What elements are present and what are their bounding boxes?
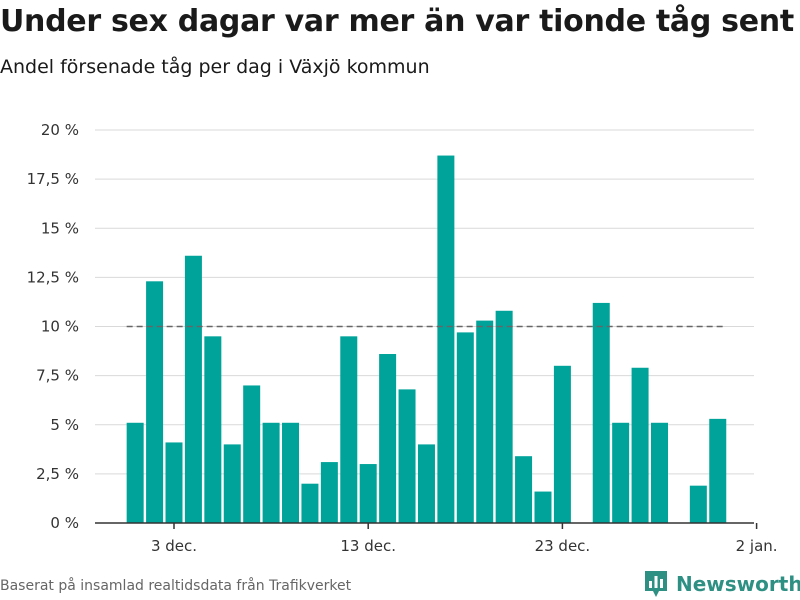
bar [651, 422, 668, 523]
bar [476, 320, 494, 523]
bar [243, 385, 261, 523]
brand-name: Newsworthy [676, 572, 800, 596]
bar [126, 422, 144, 523]
bar [437, 155, 455, 524]
y-tick-label: 2,5 % [36, 465, 79, 483]
y-tick-label: 17,5 % [27, 170, 79, 188]
y-tick-label: 10 % [41, 318, 79, 336]
bar [417, 444, 435, 523]
bar [456, 332, 474, 523]
y-tick-label: 0 % [50, 514, 79, 532]
chart-title: Under sex dagar var mer än var tionde tå… [0, 4, 794, 39]
x-tick-label: 13 dec. [340, 537, 396, 555]
bar [262, 422, 280, 523]
x-tick-label: 23 dec. [535, 537, 591, 555]
y-tick-label: 20 % [41, 121, 79, 139]
y-tick-label: 12,5 % [27, 268, 79, 286]
source-note: Baserat på insamlad realtidsdata från Tr… [0, 578, 352, 594]
bar [515, 456, 533, 523]
bar [340, 336, 358, 523]
bar [379, 354, 397, 523]
bar [223, 444, 241, 523]
y-tick-label: 5 % [50, 416, 79, 434]
bar [631, 367, 649, 523]
bar [709, 418, 727, 523]
x-tick-label: 2 jan. [736, 537, 778, 555]
y-tick-label: 15 % [41, 219, 79, 237]
bar [184, 255, 202, 523]
x-tick-label: 3 dec. [151, 537, 197, 555]
bar [553, 365, 571, 523]
bar [534, 491, 552, 523]
bar [612, 422, 630, 523]
bar [301, 483, 319, 523]
bar [495, 310, 513, 523]
bar [592, 302, 610, 523]
brand-logo: Newsworthy [644, 570, 800, 598]
newsworthy-chart-logo-icon [645, 571, 667, 597]
bar [146, 281, 164, 523]
bar [689, 485, 707, 523]
bar [320, 462, 338, 523]
bar [359, 464, 377, 523]
bar [165, 442, 183, 523]
bar [204, 336, 222, 523]
chart-subtitle: Andel försenade tåg per dag i Växjö komm… [0, 56, 430, 78]
bar [282, 422, 300, 523]
y-tick-label: 7,5 % [36, 367, 79, 385]
bar [398, 389, 416, 523]
